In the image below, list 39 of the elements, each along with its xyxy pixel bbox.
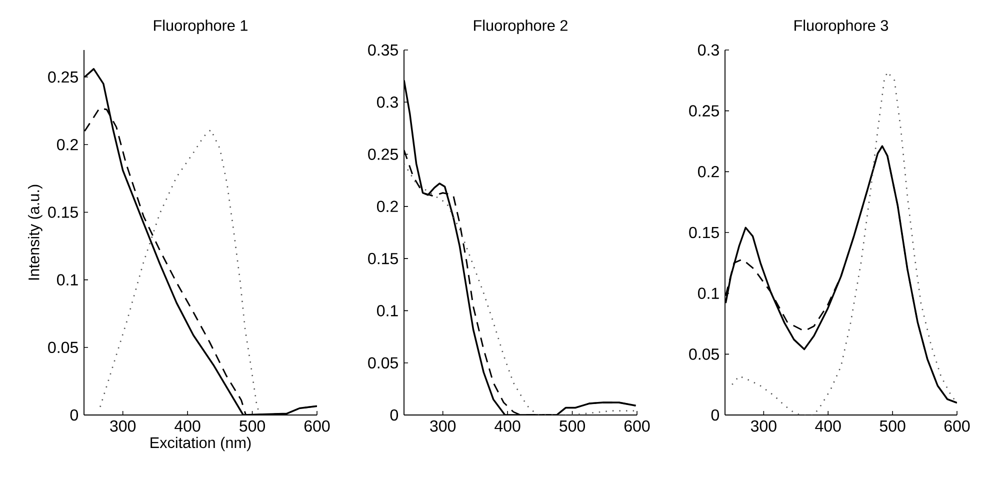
y-tick-label: 0.15 [48,206,78,218]
y-tick-label: 0 [70,409,78,421]
x-tick-label: 300 [110,420,136,432]
y-tick-label: 0.05 [689,348,719,360]
y-tick-label: 0.25 [48,71,78,83]
y-tick-label: 0.1 [57,274,78,286]
y-tick-label: 0.2 [57,138,78,150]
line-series [731,71,958,415]
y-tick-label: 0 [711,409,720,421]
x-tick-label: 600 [304,420,330,432]
x-tick-label: 300 [750,420,776,432]
y-tick-label: 0.2 [698,166,719,178]
x-tick-label: 300 [430,420,456,432]
y-tick-label: 0.1 [377,305,398,316]
x-tick-label: 600 [624,420,650,432]
x-tick-label: 500 [880,420,906,432]
y-tick-label: 0.25 [689,105,719,116]
x-tick-label: 600 [944,420,970,432]
chart-title: Fluorophore 3 [794,20,888,34]
y-tick-label: 0.2 [377,200,398,212]
y-tick-label: 0.25 [368,148,398,160]
y-tick-label: 0 [390,409,398,421]
chart-title: Fluorophore 1 [154,20,248,34]
x-axis-title: Excitation (nm) [150,436,251,452]
x-tick-label: 500 [560,420,586,432]
x-tick-label: 400 [174,420,200,432]
y-tick-label: 0.15 [368,252,398,264]
y-tick-label: 0.3 [377,96,398,108]
y-tick-label: 0.35 [368,44,398,56]
chart-title: Fluorophore 2 [474,20,568,34]
y-tick-label: 0.3 [698,44,719,56]
x-tick-label: 400 [815,420,841,432]
y-tick-label: 0.1 [698,288,719,299]
y-tick-label: 0.05 [368,357,398,369]
y-axis-title: Intensity (a.u.) [28,184,42,280]
x-tick-label: 500 [240,420,266,432]
y-tick-label: 0.05 [48,342,78,354]
y-tick-label: 0.15 [689,226,719,238]
x-tick-label: 400 [494,420,520,432]
